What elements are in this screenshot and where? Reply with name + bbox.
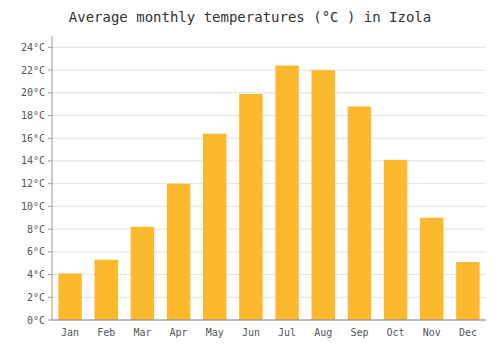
grid-line — [52, 206, 486, 207]
bar — [203, 134, 227, 320]
tick-label: 14°C — [21, 155, 45, 166]
tick-label: 0°C — [27, 315, 45, 326]
category-label: Jan — [61, 327, 79, 338]
title: Average monthly temperatures (°C ) in Iz… — [69, 9, 431, 25]
category-label: Feb — [97, 327, 115, 338]
bar — [420, 218, 444, 320]
tick-label: 6°C — [27, 246, 45, 257]
tick-mark — [48, 251, 52, 252]
tick-mark — [48, 70, 52, 71]
tick-mark — [48, 274, 52, 275]
grid-line — [52, 138, 486, 139]
grid-line — [52, 92, 486, 93]
bar — [239, 94, 263, 320]
bar — [94, 260, 118, 320]
category-label: May — [206, 327, 224, 338]
bar — [456, 262, 480, 320]
grid — [52, 47, 486, 320]
bar — [275, 66, 299, 320]
tick-label: 2°C — [27, 292, 45, 303]
category-label: Oct — [387, 327, 405, 338]
tick-mark — [48, 206, 52, 207]
grid-line — [52, 115, 486, 116]
grid-line — [52, 160, 486, 161]
tick-label: 10°C — [21, 201, 45, 212]
y-axis-line — [52, 36, 53, 320]
bar — [167, 184, 191, 320]
tick-mark — [48, 138, 52, 139]
category-label: Aug — [314, 327, 332, 338]
tick-mark — [48, 115, 52, 116]
x-axis-line — [52, 320, 486, 321]
page: {"chart_data": {"type": "bar", "title": … — [0, 0, 500, 350]
tick-mark — [48, 297, 52, 298]
bar — [384, 160, 408, 320]
tick-mark — [48, 47, 52, 48]
bar — [131, 227, 155, 320]
tick-mark — [48, 92, 52, 93]
tick-mark — [48, 160, 52, 161]
category-label: Sep — [350, 327, 368, 338]
category-label: Dec — [459, 327, 477, 338]
grid-line — [52, 70, 486, 71]
grid-line — [52, 47, 486, 48]
tick-mark — [48, 229, 52, 230]
tick-label: 18°C — [21, 110, 45, 121]
bar — [58, 273, 82, 320]
y-ticks: 0°C 2°C 4°C 6°C 8°C 10°C 12°C 14°C 16°C 18°C 20°C 2… — [21, 42, 52, 326]
tick-mark — [48, 183, 52, 184]
tick-mark — [48, 320, 52, 321]
bar — [348, 106, 372, 320]
tick-label: 4°C — [27, 269, 45, 280]
tick-label: 8°C — [27, 224, 45, 235]
grid-line — [52, 320, 486, 321]
tick-label: 20°C — [21, 87, 45, 98]
category-label: Jun — [242, 327, 260, 338]
category-label: Jul — [278, 327, 296, 338]
tick-label: 16°C — [21, 133, 45, 144]
x-ticks: Jan Feb Mar Apr May Jun Jul Aug Sep Oct Nov Dec — [61, 327, 477, 338]
tick-label: 12°C — [21, 178, 45, 189]
grid-line — [52, 183, 486, 184]
category-label: Apr — [170, 327, 188, 338]
bar — [311, 70, 335, 320]
bars — [58, 66, 479, 320]
category-label: Mar — [133, 327, 151, 338]
tick-label: 22°C — [21, 65, 45, 76]
category-label: Nov — [423, 327, 441, 338]
tick-label: 24°C — [21, 42, 45, 53]
chart: Average monthly temperatures (°C ) in Iz… — [0, 0, 500, 350]
